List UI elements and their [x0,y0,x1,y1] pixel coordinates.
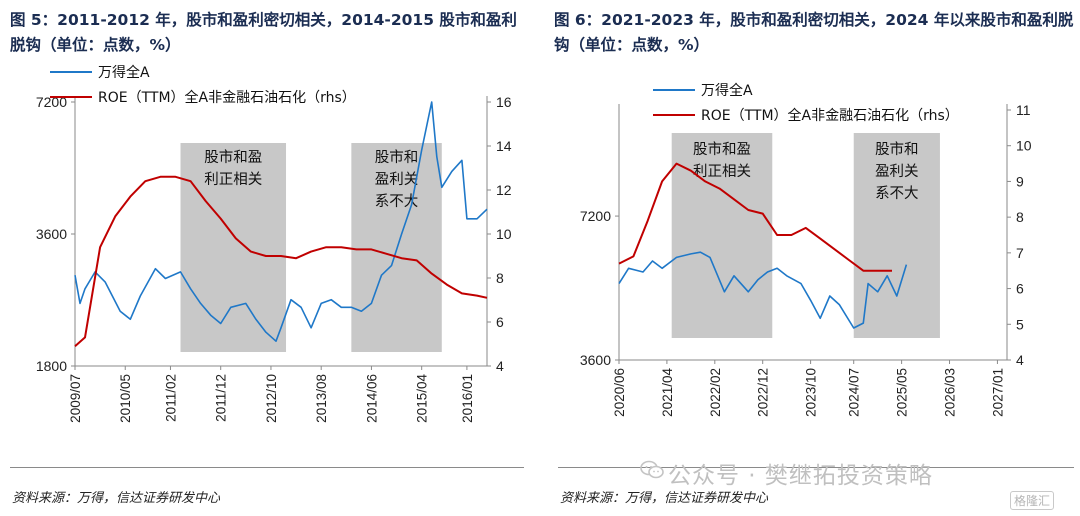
y-right-tick-label: 6 [496,314,504,330]
y-right-tick-label: 11 [1016,102,1031,118]
chart-title: 图 6：2021-2023 年，股市和盈利密切相关，2024 年以来股市和盈利脱… [554,11,1074,54]
index-series-line [74,101,488,343]
legend-entry: ROE（TTM）全A非金融石油石化（rhs） [701,107,959,124]
x-tick-label: 2011/02 [163,374,178,422]
watermark: 公众号 · 樊继拓投资策略 [668,463,933,489]
y-right-tick-label: 7 [1016,245,1024,261]
x-tick-label: 2010/05 [118,374,133,423]
x-tick-label: 2012/10 [264,374,279,423]
chart-panel-5: 图 5：2011-2012 年，股市和盈利密切相关，2014-2015 股市和盈… [0,0,530,516]
x-tick-label: 2013/08 [314,374,329,423]
x-tick-label: 2024/07 [847,368,862,417]
shaded-period-label: 盈利关 [375,171,419,188]
chart-figure-5: 股市和盈利正相关股市和盈利关系不大18003600720046810121416… [36,64,512,423]
x-tick-label: 2020/06 [612,368,627,417]
shaded-period-label: 股市和 [875,141,919,158]
y-right-tick-label: 6 [1016,281,1024,297]
shaded-period-2 [853,133,940,338]
y-left-tick-label: 1800 [36,358,67,374]
x-tick-label: 2026/03 [943,368,958,417]
x-tick-label: 2022/02 [708,368,723,417]
y-right-tick-label: 10 [1016,138,1032,154]
source-note: 资料来源：万得，信达证券研发中心 [560,491,769,506]
x-tick-label: 2025/05 [895,368,910,417]
x-tick-label: 2023/10 [804,368,819,417]
shaded-period-label: 系不大 [875,185,919,202]
legend-entry: ROE（TTM）全A非金融石油石化（rhs） [98,89,356,106]
x-tick-label: 2022/12 [756,368,771,417]
index-series-line [618,251,908,329]
x-tick-label: 2009/07 [68,374,83,423]
shaded-period-label: 股市和 [375,149,419,166]
shaded-period-label: 系不大 [375,193,419,210]
shaded-period-label: 盈利关 [875,163,919,180]
x-tick-label: 2027/01 [990,368,1005,417]
shaded-period-1 [180,143,287,352]
y-left-tick-label: 3600 [36,226,67,242]
y-right-tick-label: 8 [1016,209,1024,225]
y-right-tick-label: 12 [496,182,512,198]
chart-panel-6: 图 6：2021-2023 年，股市和盈利密切相关，2024 年以来股市和盈利脱… [548,0,1080,516]
y-right-tick-label: 10 [496,226,512,242]
x-tick-label: 2011/12 [214,374,229,422]
y-right-tick-label: 16 [496,94,512,110]
x-tick-label: 2014/06 [364,374,379,423]
legend-entry: 万得全A [98,64,150,81]
legend-entry: 万得全A [701,82,753,99]
x-tick-label: 2021/04 [660,368,675,417]
y-right-tick-label: 4 [496,358,504,374]
y-right-tick-label: 8 [496,270,504,286]
chart-title: 图 5：2011-2012 年，股市和盈利密切相关，2014-2015 股市和盈… [10,11,517,54]
y-right-tick-label: 4 [1016,352,1024,368]
y-left-tick-label: 7200 [580,208,611,224]
divider [558,467,1074,468]
y-right-tick-label: 9 [1016,173,1024,189]
roe-series-line [618,162,892,272]
shaded-period-label: 股市和盈 [693,141,751,158]
x-tick-label: 2016/01 [460,374,475,423]
y-right-tick-label: 5 [1016,316,1024,332]
source-note: 资料来源：万得，信达证券研发中心 [12,491,221,506]
y-left-tick-label: 3600 [580,352,611,368]
shaded-period-label: 股市和盈 [204,149,262,166]
wechat-icon [640,460,664,479]
divider [10,467,524,468]
shaded-period-1 [671,133,773,338]
x-tick-label: 2015/04 [415,374,430,423]
y-right-tick-label: 14 [496,138,512,154]
shaded-period-label: 利正相关 [204,171,262,188]
shaded-period-label: 利正相关 [693,163,751,180]
corner-logo: 格隆汇 [1010,491,1055,510]
roe-series-line [74,175,488,347]
